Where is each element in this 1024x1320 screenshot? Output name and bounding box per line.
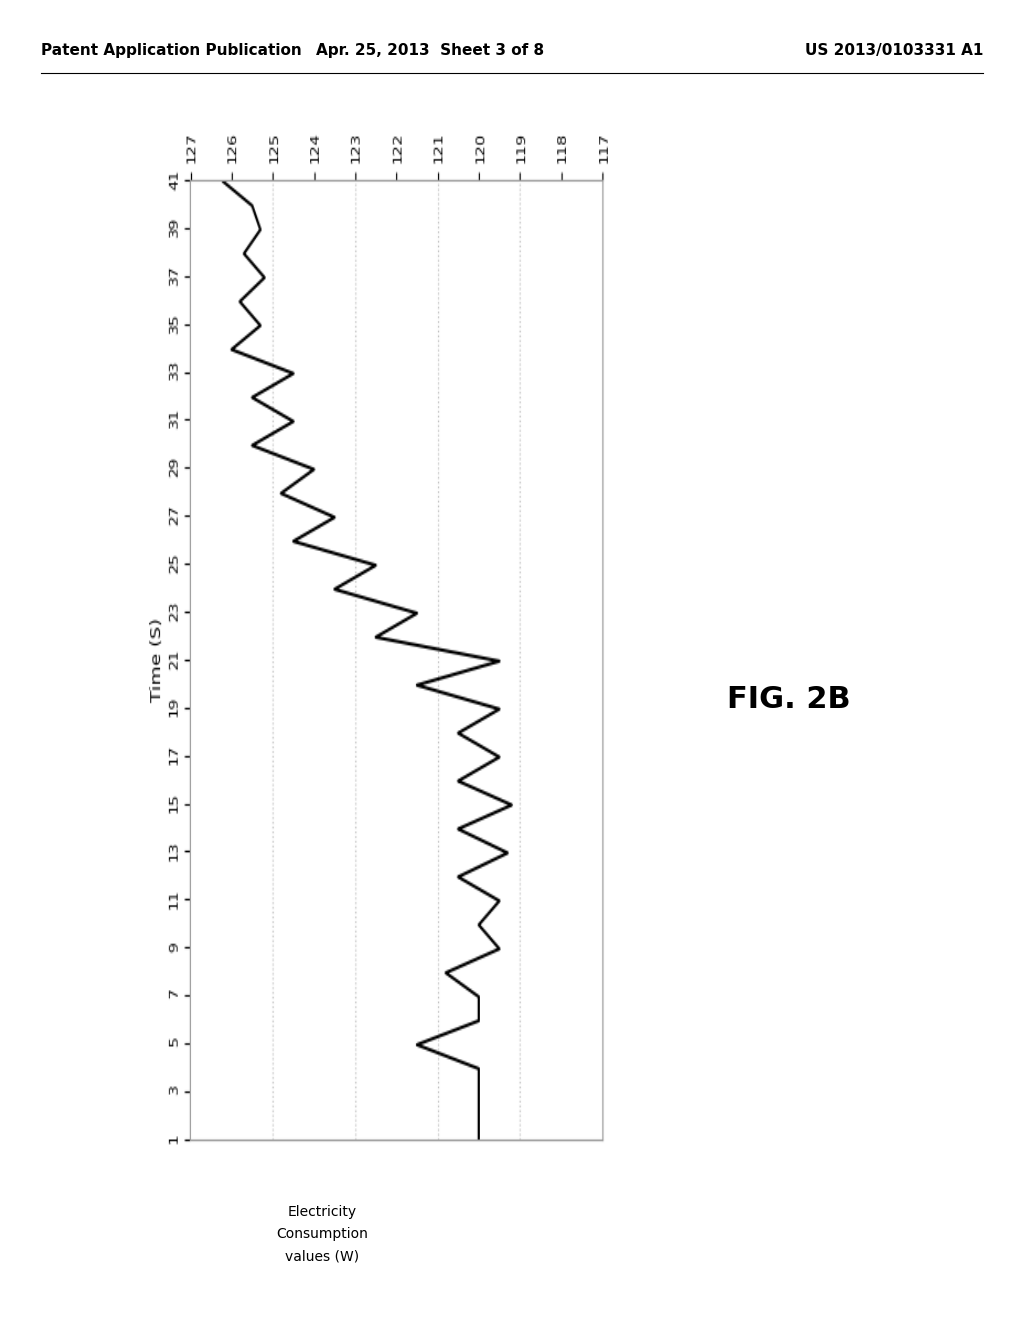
Text: US 2013/0103331 A1: US 2013/0103331 A1 <box>805 42 983 58</box>
Text: FIG. 2B: FIG. 2B <box>727 685 850 714</box>
Text: Consumption: Consumption <box>276 1228 369 1241</box>
Text: Apr. 25, 2013  Sheet 3 of 8: Apr. 25, 2013 Sheet 3 of 8 <box>316 42 544 58</box>
Text: values (W): values (W) <box>286 1250 359 1263</box>
Text: Electricity: Electricity <box>288 1205 357 1218</box>
Text: Patent Application Publication: Patent Application Publication <box>41 42 302 58</box>
